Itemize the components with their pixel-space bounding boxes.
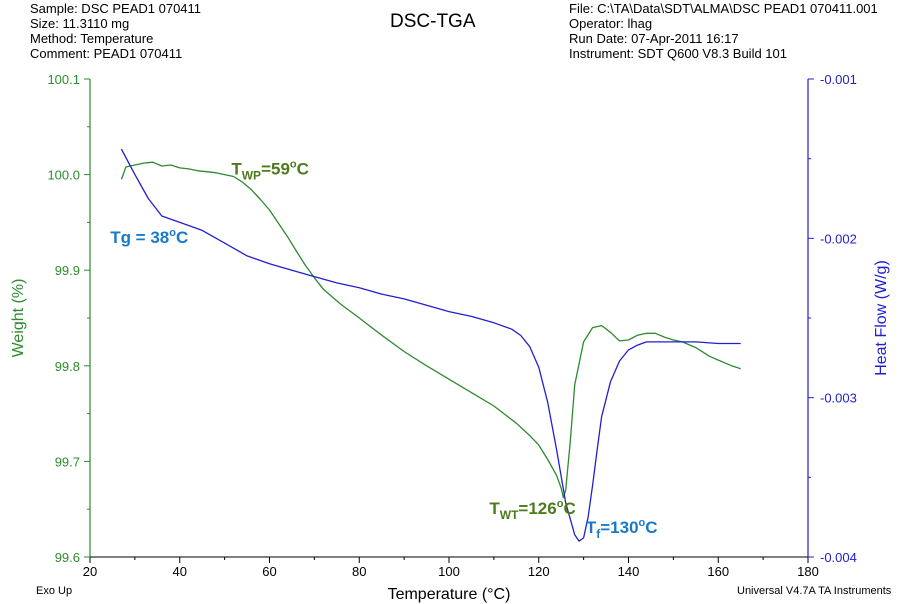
header-right: File: C:\TA\Data\SDT\ALMA\DSC PEAD1 0704… <box>569 1 903 61</box>
chart-title: DSC-TGA <box>390 11 476 32</box>
x-axis-title: Temperature (°C) <box>388 586 511 603</box>
method-label: Method: Temperature <box>30 31 154 46</box>
annotation-unit: C <box>645 518 657 537</box>
annotation-twt: TWT=126oC <box>489 498 575 522</box>
x-tick-label: 80 <box>352 564 366 579</box>
left-y-tick-label: 99.6 <box>55 550 80 565</box>
x-tick-label: 60 <box>262 564 276 579</box>
comment-label: Comment: PEAD1 070411 <box>30 46 183 61</box>
operator-label: Operator: lhag <box>569 16 653 31</box>
x-tick-label: 20 <box>83 564 97 579</box>
annotation-value: =59 <box>261 160 290 179</box>
annotation-subscript: WP <box>242 169 261 183</box>
annotation-degree: o <box>169 227 176 239</box>
annotation-value: =126 <box>518 499 556 518</box>
annotation-value: =130 <box>600 518 638 537</box>
left-y-tick-label: 99.7 <box>55 454 80 469</box>
annotation-base: T <box>231 160 242 179</box>
right-y-axis-title: Heat Flow (W/g) <box>873 260 890 376</box>
x-tick-label: 120 <box>528 564 550 579</box>
annotation-base: Tg = 38 <box>110 228 169 247</box>
right-y-tick-label: -0.004 <box>820 550 857 565</box>
annotation-base: T <box>586 518 597 537</box>
left-y-tick-label: 99.9 <box>55 263 80 278</box>
x-tick-label: 140 <box>618 564 640 579</box>
annotation-twp: TWP=59oC <box>231 159 309 183</box>
exo-up-label: Exo Up <box>36 585 73 597</box>
x-tick-label: 100 <box>438 564 460 579</box>
size-label: Size: 11.3110 mg <box>30 16 130 31</box>
instrument-label: Instrument: SDT Q600 V8.3 Build 101 <box>569 46 787 61</box>
annotation-subscript: f <box>596 527 601 541</box>
annotation-degree: o <box>639 517 646 529</box>
annotation-unit: C <box>176 228 188 247</box>
weight-curve <box>120 161 741 499</box>
left-y-tick-label: 100.0 <box>47 168 80 183</box>
annotation-subscript: WT <box>500 508 519 522</box>
annotation-degree: o <box>290 159 297 171</box>
annotation-tf: Tf=130oC <box>586 517 658 541</box>
series <box>120 148 741 542</box>
header-left: Sample: DSC PEAD1 070411 Size: 11.3110 m… <box>30 1 201 61</box>
x-tick-label: 160 <box>707 564 729 579</box>
sample-label: Sample: DSC PEAD1 070411 <box>30 1 202 16</box>
annotation-tg: Tg = 38oC <box>110 227 188 247</box>
annotation-degree: o <box>557 498 564 510</box>
x-tick-label: 40 <box>173 564 187 579</box>
annotation-unit: C <box>297 160 309 179</box>
right-y-tick-label: -0.002 <box>820 231 857 246</box>
annotation-unit: C <box>563 499 575 518</box>
left-y-axis-title: Weight (%) <box>10 279 27 358</box>
annotation-base: T <box>489 499 500 518</box>
right-y-tick-label: -0.001 <box>820 72 857 87</box>
x-tick-label: 180 <box>797 564 819 579</box>
left-y-tick-label: 99.8 <box>55 359 80 374</box>
file-label: File: C:\TA\Data\SDT\ALMA\DSC PEAD1 0704… <box>569 1 878 16</box>
axes: 20 40 60 80 100 120 140 160 180 99.6 99.7 99.8 99.9 1… <box>10 72 890 603</box>
software-footer: Universal V4.7A TA Instruments <box>737 585 892 597</box>
heat-flow-curve <box>120 148 741 542</box>
run-date-label: Run Date: 07-Apr-2011 16:17 <box>569 31 739 46</box>
right-y-tick-label: -0.003 <box>820 391 857 406</box>
left-y-tick-label: 100.1 <box>47 72 80 87</box>
